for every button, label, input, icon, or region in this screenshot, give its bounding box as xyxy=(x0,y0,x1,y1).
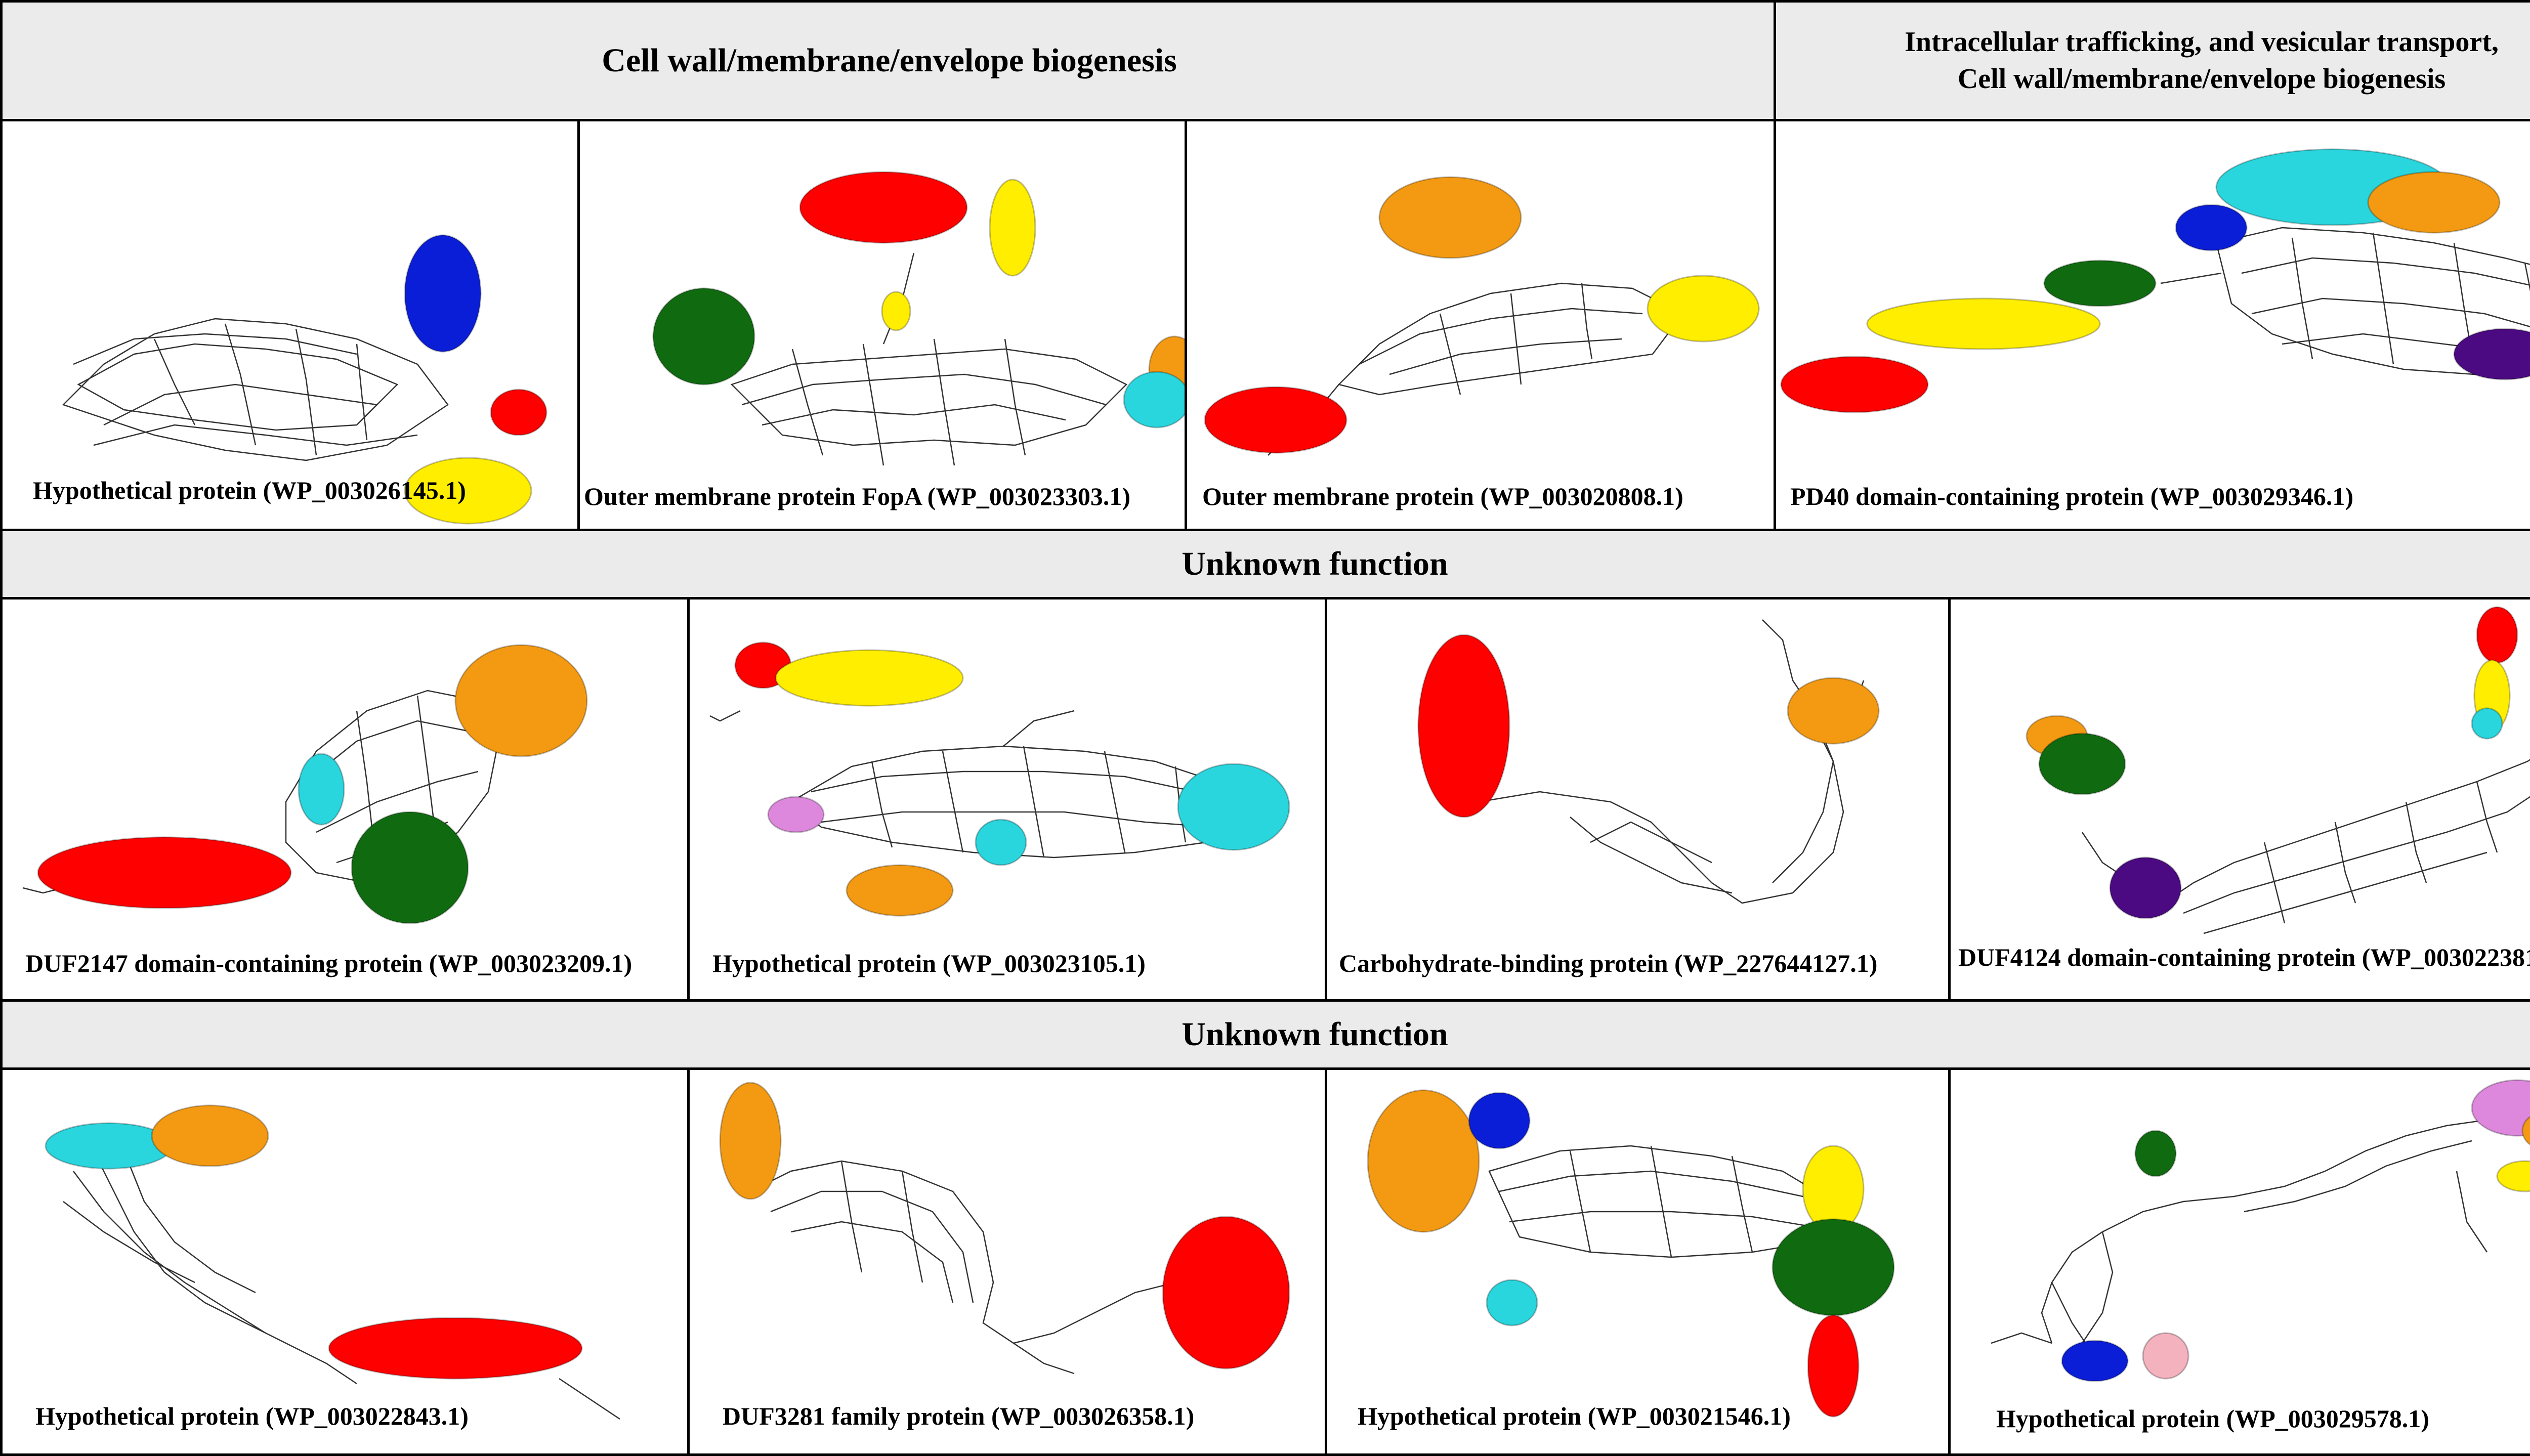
structure-render xyxy=(1367,1089,1895,1418)
structure-render xyxy=(1991,1079,2530,1382)
protein-panel-1: Hypothetical protein (WP_003026145.1) xyxy=(0,119,580,531)
residue-cluster-1 xyxy=(1647,275,1760,342)
residue-cluster-2 xyxy=(652,287,755,386)
residue-cluster-2 xyxy=(328,1317,583,1380)
residue-cluster-6 xyxy=(2142,1332,2189,1380)
residue-cluster-1 xyxy=(1787,677,1880,745)
residue-cluster-0 xyxy=(2471,1079,2530,1137)
residue-cluster-1 xyxy=(151,1104,269,1167)
protein-panel-2: Outer membrane protein FopA (WP_00302330… xyxy=(577,119,1187,531)
protein-caption: DUF4124 domain-containing protein (WP_00… xyxy=(1958,943,2530,971)
residue-cluster-2 xyxy=(2175,204,2248,251)
residue-cluster-1 xyxy=(298,753,345,826)
residue-cluster-0 xyxy=(1417,634,1510,818)
residue-cluster-3 xyxy=(351,811,469,924)
structure-render xyxy=(1780,148,2530,413)
residue-cluster-2 xyxy=(2496,1160,2530,1192)
residue-cluster-1 xyxy=(1468,1092,1531,1149)
residue-cluster-0 xyxy=(454,644,588,757)
structure-render xyxy=(62,234,547,525)
protein-panel-7: Carbohydrate-binding protein (WP_2276441… xyxy=(1325,597,1951,1002)
protein-panel-6: Hypothetical protein (WP_003023105.1) xyxy=(687,597,1327,1002)
residue-cluster-0 xyxy=(799,171,968,244)
residue-cluster-2 xyxy=(1486,1279,1538,1326)
structure-render xyxy=(1417,619,1880,904)
protein-panel-8: DUF4124 domain-containing protein (WP_00… xyxy=(1948,597,2530,1002)
residue-cluster-2 xyxy=(1177,763,1290,851)
header-text: Unknown function xyxy=(1182,545,1448,582)
residue-cluster-3 xyxy=(767,796,825,833)
residue-cluster-1 xyxy=(1162,1216,1290,1369)
protein-panel-11: Hypothetical protein (WP_003021546.1) xyxy=(1325,1067,1951,1456)
residue-cluster-5 xyxy=(1123,371,1185,429)
residue-cluster-5 xyxy=(2109,857,2182,919)
header-unknown-function-2: Unknown function xyxy=(0,999,2530,1070)
protein-caption: DUF3281 family protein (WP_003026358.1) xyxy=(723,1402,1195,1430)
protein-caption: Hypothetical protein (WP_003022843.1) xyxy=(35,1402,469,1430)
protein-panel-10: DUF3281 family protein (WP_003026358.1) xyxy=(687,1067,1327,1456)
protein-caption: Hypothetical protein (WP_003021546.1) xyxy=(1358,1402,1791,1430)
protein-caption: Outer membrane protein (WP_003020808.1) xyxy=(1202,482,1683,510)
protein-caption: Hypothetical protein (WP_003029578.1) xyxy=(1996,1404,2429,1433)
structure-render xyxy=(719,1082,1290,1375)
protein-panel-4: PD40 domain-containing protein (WP_00302… xyxy=(1774,119,2530,531)
structure-render xyxy=(1204,176,1760,456)
residue-cluster-0 xyxy=(2476,606,2518,664)
residue-cluster-2 xyxy=(1204,386,1347,454)
residue-cluster-1 xyxy=(775,649,964,707)
residue-cluster-3 xyxy=(881,291,911,331)
residue-cluster-1 xyxy=(2521,1116,2530,1146)
protein-caption: DUF2147 domain-containing protein (WP_00… xyxy=(25,949,632,977)
protein-caption: PD40 domain-containing protein (WP_00302… xyxy=(1790,482,2353,510)
residue-cluster-4 xyxy=(2038,733,2126,795)
structure-render xyxy=(2026,606,2530,934)
residue-cluster-0 xyxy=(719,1082,782,1200)
residue-cluster-4 xyxy=(975,819,1027,866)
residue-cluster-1 xyxy=(989,179,1036,277)
protein-caption: Outer membrane protein FopA (WP_00302330… xyxy=(584,482,1131,510)
residue-cluster-0 xyxy=(1378,176,1522,259)
residue-blob-blue xyxy=(404,234,482,353)
residue-cluster-5 xyxy=(846,864,954,917)
residue-cluster-2 xyxy=(37,836,292,909)
residue-cluster-2 xyxy=(2471,707,2503,740)
protein-panel-12: Hypothetical protein (WP_003029578.1) xyxy=(1948,1067,2530,1456)
residue-cluster-5 xyxy=(1807,1314,1860,1418)
structure-render xyxy=(652,171,1185,466)
header-intracellular-trafficking: Intracellular trafficking, and vesicular… xyxy=(1774,0,2530,121)
residue-cluster-2 xyxy=(404,457,532,525)
protein-panel-3: Outer membrane protein (WP_003020808.1) xyxy=(1185,119,1779,531)
header-text-line2: Cell wall/membrane/envelope biogenesis xyxy=(1957,63,2446,95)
residue-cluster-0 xyxy=(404,234,482,353)
header-text-line1: Intracellular trafficking, and vesicular… xyxy=(1905,26,2499,58)
residue-cluster-1 xyxy=(2367,171,2501,234)
residue-cluster-6 xyxy=(2453,328,2530,380)
protein-caption: Hypothetical protein (WP_003023105.1) xyxy=(712,949,1146,977)
residue-cluster-4 xyxy=(1772,1218,1895,1316)
residue-cluster-3 xyxy=(2043,260,2157,307)
header-text: Unknown function xyxy=(1182,1016,1448,1053)
protein-caption: Carbohydrate-binding protein (WP_2276441… xyxy=(1339,949,1878,977)
protein-panel-9: Hypothetical protein (WP_003022843.1) xyxy=(0,1067,690,1456)
residue-cluster-1 xyxy=(490,389,547,436)
residue-cluster-5 xyxy=(1780,356,1929,413)
structure-render xyxy=(45,1104,620,1420)
structure-render xyxy=(22,644,588,924)
residue-cluster-4 xyxy=(2134,1130,2177,1177)
residue-cluster-0 xyxy=(1367,1089,1480,1233)
structure-render xyxy=(709,641,1290,917)
header-cell-wall-biogenesis: Cell wall/membrane/envelope biogenesis xyxy=(0,0,1779,121)
residue-cluster-4 xyxy=(1866,297,2101,350)
protein-caption: Hypothetical protein (WP_003026145.1) xyxy=(33,476,466,504)
header-unknown-function-1: Unknown function xyxy=(0,529,2530,599)
residue-cluster-5 xyxy=(2061,1340,2129,1382)
header-text: Cell wall/membrane/envelope biogenesis xyxy=(602,42,1177,79)
protein-panel-5: DUF2147 domain-containing protein (WP_00… xyxy=(0,597,690,1002)
